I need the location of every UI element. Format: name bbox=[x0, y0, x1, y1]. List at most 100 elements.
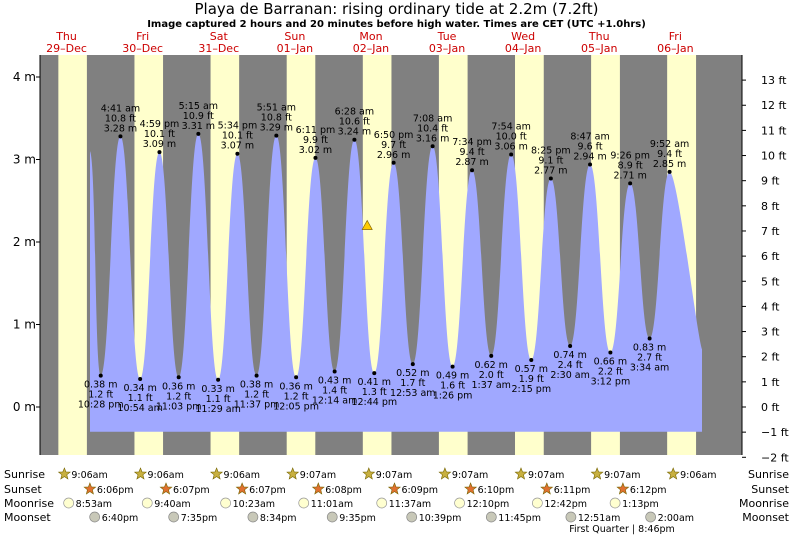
y-tick-label-ft: 2 ft bbox=[761, 351, 780, 364]
sunset-time: 6:06pm bbox=[97, 485, 134, 496]
low-tide-ft: 1.4 ft bbox=[322, 386, 347, 397]
moonset-icon bbox=[89, 511, 101, 523]
low-tide-time: 3:34 am bbox=[630, 363, 669, 374]
moonset-time: 2:00am bbox=[658, 513, 694, 524]
sunset-time: 6:08pm bbox=[325, 485, 362, 496]
moonset-icon bbox=[565, 511, 577, 523]
row-label-right-sunrise: Sunrise bbox=[748, 468, 789, 481]
moonset-icon bbox=[406, 511, 418, 523]
y-tick-label-ft: 11 ft bbox=[761, 124, 787, 137]
low-tide-point bbox=[138, 376, 143, 381]
low-tide-time: 1:26 pm bbox=[433, 391, 473, 402]
low-tide-m: 0.38 m bbox=[240, 380, 273, 391]
sunrise-icon bbox=[210, 467, 224, 480]
moonrise-icon bbox=[298, 497, 310, 509]
low-tide-ft: 1.6 ft bbox=[440, 381, 465, 392]
y-tick-label-ft: 8 ft bbox=[761, 200, 780, 213]
day-date: 04–Jan bbox=[505, 42, 541, 55]
high-tide-time: 4:41 am bbox=[101, 103, 140, 114]
y-tick-label-ft: 4 ft bbox=[761, 300, 780, 313]
day-name: Fri bbox=[669, 30, 682, 43]
sunset-icon bbox=[83, 482, 97, 495]
moonset-time: 9:35pm bbox=[339, 513, 376, 524]
sunrise-time: 9:06am bbox=[71, 470, 107, 481]
high-tide-time: 5:34 pm bbox=[218, 121, 258, 132]
moonrise-time: 10:23am bbox=[233, 499, 275, 510]
low-tide-point bbox=[372, 371, 377, 376]
high-tide-m: 3.24 m bbox=[338, 127, 371, 138]
sunrise-icon bbox=[514, 467, 528, 480]
high-tide-time: 6:50 pm bbox=[374, 130, 414, 141]
day-name: Thu bbox=[55, 30, 77, 43]
sunrise-time: 9:07am bbox=[300, 470, 336, 481]
sunset-icon bbox=[311, 482, 325, 495]
y-tick-label-ft: −1 ft bbox=[761, 426, 789, 439]
low-tide-time: 11:03 pm bbox=[156, 401, 202, 412]
high-tide-ft: 9.7 ft bbox=[381, 140, 406, 151]
y-tick-label-ft: 9 ft bbox=[761, 175, 780, 188]
chart-subtitle: Image captured 2 hours and 20 minutes be… bbox=[147, 19, 646, 30]
daylight-band bbox=[58, 55, 87, 455]
high-tide-m: 3.06 m bbox=[494, 142, 527, 153]
moonrise-time: 11:01am bbox=[311, 499, 353, 510]
sunrise-time: 9:06am bbox=[680, 470, 716, 481]
y-tick-label-ft: −2 ft bbox=[761, 451, 789, 464]
moonset-time: 8:34pm bbox=[260, 513, 297, 524]
sunset-icon bbox=[159, 482, 173, 495]
high-tide-ft: 10.1 ft bbox=[144, 129, 175, 140]
high-tide-time: 9:26 pm bbox=[610, 150, 650, 161]
high-tide-point bbox=[118, 134, 123, 139]
high-tide-point bbox=[196, 131, 201, 136]
moonset-time: 6:40pm bbox=[102, 513, 139, 524]
high-tide-m: 3.07 m bbox=[221, 141, 254, 152]
low-tide-ft: 1.2 ft bbox=[284, 391, 309, 402]
y-tick-label-ft: 0 ft bbox=[761, 401, 780, 414]
sunset-time: 6:12pm bbox=[630, 485, 667, 496]
low-tide-ft: 1.7 ft bbox=[400, 378, 425, 389]
moonset-icon bbox=[485, 511, 497, 523]
sunset-icon bbox=[235, 482, 249, 495]
day-name: Sat bbox=[210, 30, 229, 43]
sunset-time: 6:07pm bbox=[173, 485, 210, 496]
moonset-time: 7:35pm bbox=[181, 513, 218, 524]
row-label-left-sunrise: Sunrise bbox=[4, 468, 45, 481]
high-tide-m: 2.71 m bbox=[613, 170, 646, 181]
high-tide-time: 6:11 pm bbox=[296, 125, 336, 136]
y-tick-label-ft: 12 ft bbox=[761, 99, 787, 112]
y-tick-label-m: 0 m bbox=[13, 400, 36, 414]
high-tide-point bbox=[430, 144, 435, 149]
high-tide-point bbox=[667, 169, 672, 174]
y-tick-label-m: 2 m bbox=[13, 235, 36, 249]
low-tide-m: 0.34 m bbox=[123, 383, 156, 394]
low-tide-m: 0.57 m bbox=[515, 364, 548, 375]
low-tide-point bbox=[608, 350, 613, 355]
high-tide-m: 3.31 m bbox=[182, 121, 215, 132]
high-tide-time: 9:52 am bbox=[650, 139, 689, 150]
y-tick-label-ft: 10 ft bbox=[761, 150, 787, 163]
sunrise-time: 9:07am bbox=[604, 470, 640, 481]
high-tide-point bbox=[313, 155, 318, 160]
low-tide-m: 0.62 m bbox=[475, 360, 508, 371]
day-date: 02–Jan bbox=[353, 42, 389, 55]
high-tide-point bbox=[628, 181, 633, 186]
moonrise-icon bbox=[376, 497, 388, 509]
moonrise-time: 12:42pm bbox=[544, 499, 587, 510]
high-tide-point bbox=[274, 133, 279, 138]
moonrise-icon bbox=[220, 497, 231, 509]
high-tide-point bbox=[157, 150, 162, 155]
low-tide-m: 0.74 m bbox=[553, 350, 586, 361]
low-tide-ft: 1.2 ft bbox=[166, 391, 191, 402]
row-label-left-sunset: Sunset bbox=[4, 483, 42, 496]
high-tide-point bbox=[235, 151, 240, 156]
low-tide-point bbox=[647, 336, 652, 341]
y-tick-label-ft: 3 ft bbox=[761, 326, 780, 339]
moonrise-icon bbox=[63, 497, 75, 509]
day-name: Sun bbox=[284, 30, 305, 43]
chart-title: Playa de Barranan: rising ordinary tide … bbox=[194, 0, 599, 18]
low-tide-point bbox=[176, 375, 181, 380]
low-tide-time: 12:44 pm bbox=[351, 397, 397, 408]
low-tide-point bbox=[98, 373, 103, 378]
low-tide-m: 0.49 m bbox=[436, 371, 469, 382]
day-name: Wed bbox=[511, 30, 535, 43]
low-tide-m: 0.52 m bbox=[396, 368, 429, 379]
